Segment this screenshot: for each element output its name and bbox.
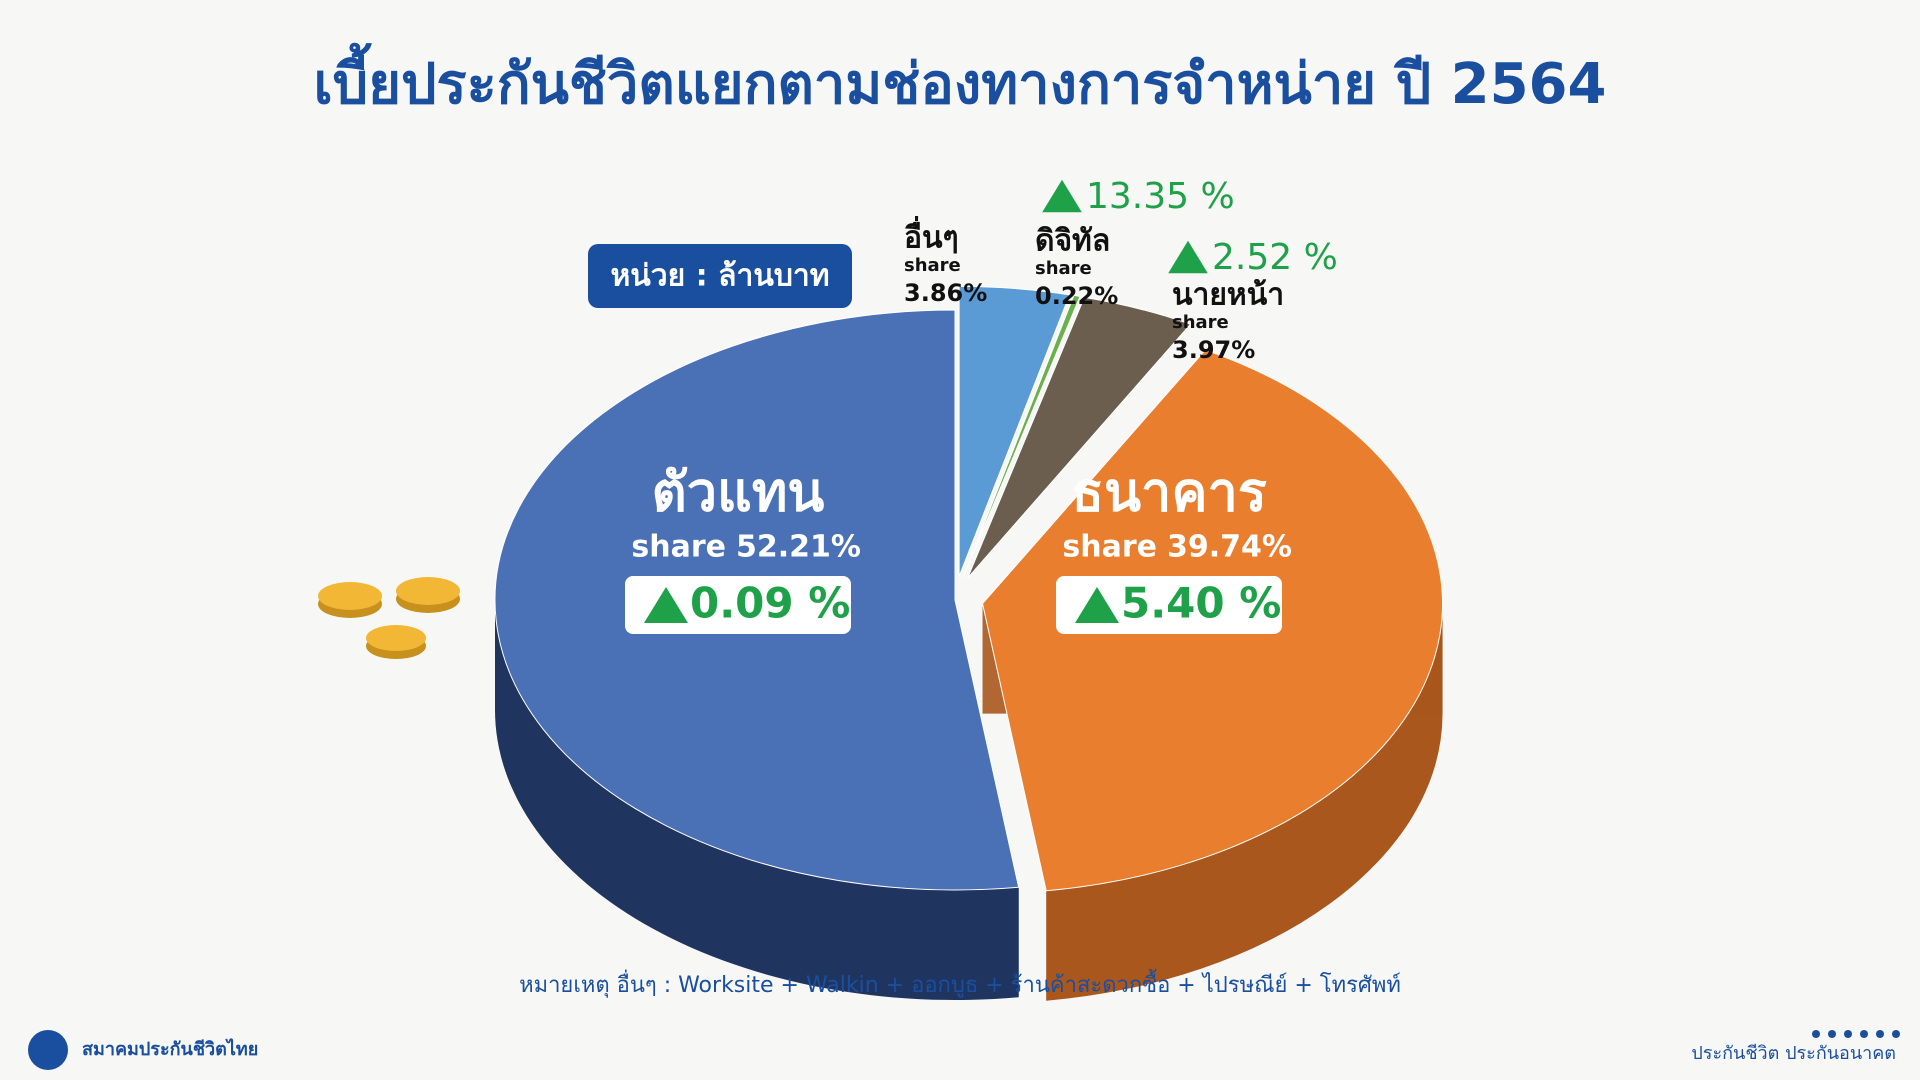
growth-label: 2.52 %	[1212, 237, 1338, 278]
growth-arrow	[644, 587, 688, 623]
value-label: 3.97%	[1172, 336, 1255, 364]
coins	[318, 577, 460, 659]
category-label: นายหน้า	[1172, 278, 1284, 313]
footnote: หมายเหตุ อื่นๆ : Worksite + Walkin + ออก…	[519, 969, 1401, 998]
slogan: ประกันชีวิต ประกันอนาคต	[1691, 1043, 1896, 1064]
growth-arrow	[1042, 179, 1082, 213]
pie	[494, 285, 1444, 1001]
unit-note: หน่วย : ล้านบาท	[611, 259, 830, 294]
category-label: อื่นๆ	[904, 216, 959, 256]
labels: ตัวแทน share 52.21% 0.09 % ธนาคาร share 39.74%…	[625, 176, 1338, 634]
value-label: 3.86%	[904, 279, 987, 307]
share-word: share	[1035, 258, 1092, 279]
growth-arrow	[1168, 240, 1208, 274]
slice	[962, 294, 1081, 578]
value-label: 0.22%	[1035, 282, 1118, 310]
unit-badge	[588, 244, 852, 308]
slice-side	[495, 600, 1019, 1001]
growth-label: 5.40 %	[1121, 579, 1281, 628]
share-word: share	[631, 530, 726, 565]
value-label: 52.21%	[736, 530, 861, 565]
dots	[1812, 1030, 1900, 1038]
category-label: ดิจิทัล	[1035, 224, 1110, 259]
organization: สมาคมประกันชีวิตไทย	[82, 1038, 258, 1060]
slice-side	[1046, 603, 1443, 1001]
value-label: 39.74%	[1167, 530, 1292, 565]
slice	[967, 296, 1192, 579]
growth-arrow	[1075, 587, 1119, 623]
share-word: share	[904, 255, 961, 276]
slice	[958, 285, 1071, 577]
share-word: share	[1172, 312, 1229, 333]
category-label: ธนาคาร	[1071, 461, 1267, 524]
chart-title: เบี้ยประกันชีวิตแยกตามช่องทางการจำหน่าย …	[314, 43, 1607, 117]
share-word: share	[1062, 530, 1157, 565]
growth-label: 0.09 %	[690, 579, 850, 628]
logo	[28, 1030, 68, 1070]
growth-label: 13.35 %	[1086, 176, 1235, 217]
category-label: ตัวแทน	[652, 461, 825, 524]
